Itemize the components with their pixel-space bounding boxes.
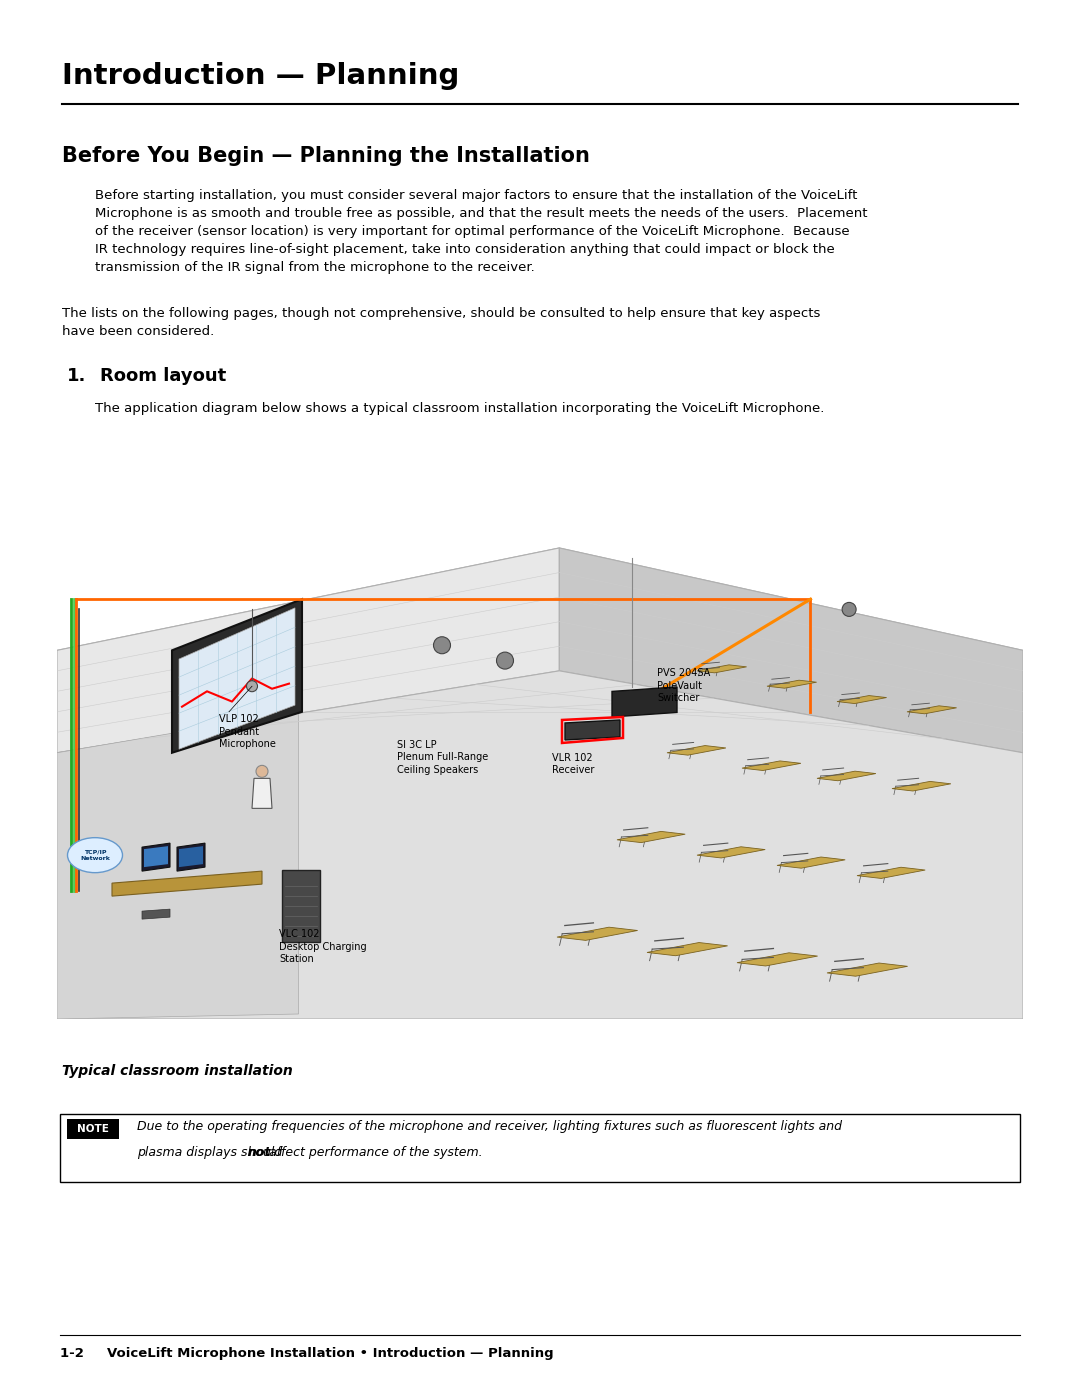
Text: VLP 102
Pendant
Microphone: VLP 102 Pendant Microphone [219,714,275,749]
FancyBboxPatch shape [67,1119,119,1139]
Polygon shape [252,778,272,809]
Text: The application diagram below shows a typical classroom installation incorporati: The application diagram below shows a ty… [95,402,824,415]
Ellipse shape [67,838,122,873]
Polygon shape [777,856,846,868]
Text: The lists on the following pages, though not comprehensive, should be consulted : The lists on the following pages, though… [62,307,821,338]
Text: affect performance of the system.: affect performance of the system. [265,1146,483,1160]
Polygon shape [767,680,816,689]
Polygon shape [858,868,926,879]
Text: PVS 204SA
PoleVault
Switcher: PVS 204SA PoleVault Switcher [657,668,711,703]
Text: Typical classroom installation: Typical classroom installation [62,1065,293,1078]
Polygon shape [837,696,887,704]
Text: 1.: 1. [67,367,86,386]
Polygon shape [57,712,298,1018]
Polygon shape [737,953,818,965]
Polygon shape [57,671,1023,1018]
Polygon shape [907,705,957,714]
Text: TCP/IP
Network: TCP/IP Network [80,849,110,861]
Polygon shape [179,608,295,749]
Text: Before You Begin — Planning the Installation: Before You Begin — Planning the Installa… [62,147,590,166]
Polygon shape [617,831,685,842]
Polygon shape [144,847,168,868]
Polygon shape [565,719,620,740]
Polygon shape [892,781,950,791]
Text: Introduction — Planning: Introduction — Planning [62,61,459,89]
Text: SI 3C LP
Plenum Full-Range
Ceiling Speakers: SI 3C LP Plenum Full-Range Ceiling Speak… [397,740,488,775]
Polygon shape [697,847,766,858]
Text: VLR 102
Receiver: VLR 102 Receiver [552,753,594,775]
Polygon shape [57,548,559,753]
Polygon shape [177,844,205,872]
Polygon shape [559,548,1023,753]
Text: NOTE: NOTE [77,1125,109,1134]
Polygon shape [112,872,262,895]
Text: Room layout: Room layout [100,367,226,386]
Circle shape [842,602,856,616]
Text: Before starting installation, you must consider several major factors to ensure : Before starting installation, you must c… [95,189,867,274]
Polygon shape [697,665,746,673]
Circle shape [246,680,257,692]
Text: Due to the operating frequencies of the microphone and receiver, lighting fixtur: Due to the operating frequencies of the … [137,1120,842,1133]
Text: plasma displays should: plasma displays should [137,1146,286,1160]
Polygon shape [179,847,203,868]
Text: not: not [247,1146,271,1160]
Circle shape [256,766,268,777]
Polygon shape [827,963,907,977]
Circle shape [497,652,513,669]
Polygon shape [557,928,637,940]
Polygon shape [816,771,876,781]
Polygon shape [667,746,726,756]
Text: 1-2     VoiceLift Microphone Installation • Introduction — Planning: 1-2 VoiceLift Microphone Installation • … [60,1347,554,1361]
Polygon shape [172,599,302,753]
FancyBboxPatch shape [282,870,320,942]
Polygon shape [57,548,1023,753]
FancyBboxPatch shape [60,1113,1020,1182]
Polygon shape [647,943,728,956]
Text: VLC 102
Desktop Charging
Station: VLC 102 Desktop Charging Station [279,929,366,964]
Circle shape [433,637,450,654]
Polygon shape [612,687,677,717]
Polygon shape [742,761,801,771]
Polygon shape [141,909,170,919]
Polygon shape [141,844,170,872]
